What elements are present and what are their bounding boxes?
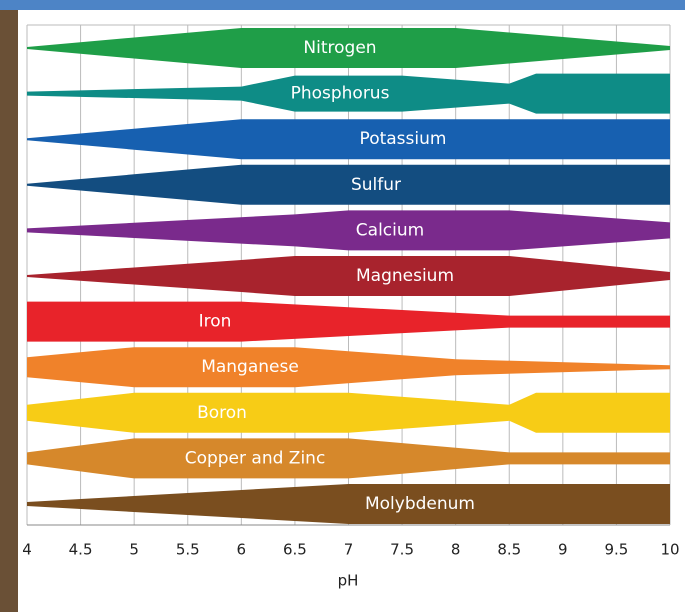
nutrient-band: [27, 210, 670, 251]
x-tick-label: 8.5: [497, 541, 521, 559]
x-tick-label: 7.5: [390, 541, 414, 559]
nutrient-band: [27, 301, 670, 342]
band-label: Manganese: [201, 357, 299, 377]
x-axis-label: pH: [338, 572, 359, 590]
band-label: Potassium: [360, 129, 447, 149]
nutrient-band: [27, 73, 670, 114]
nutrient-band: [27, 438, 670, 479]
sky-strip: [0, 0, 685, 10]
nutrient-band: [27, 28, 670, 68]
band-label: Nitrogen: [303, 38, 376, 58]
nutrient-band: [27, 256, 670, 296]
x-tick-label: 5.5: [176, 541, 200, 559]
band-label: Phosphorus: [291, 84, 390, 104]
x-tick-label: 6.5: [283, 541, 307, 559]
band-label: Magnesium: [356, 266, 454, 286]
x-tick-label: 9.5: [604, 541, 628, 559]
nutrient-band: [27, 484, 670, 524]
x-tick-label: 7: [344, 541, 354, 559]
nutrient-band: [27, 164, 670, 205]
nutrient-band: [27, 392, 670, 433]
nutrient-band: [27, 119, 670, 160]
band-label: Molybdenum: [365, 494, 475, 514]
x-tick-label: 4: [22, 541, 32, 559]
band-label: Sulfur: [351, 175, 401, 195]
x-tick-label: 10: [660, 541, 679, 559]
band-label: Iron: [199, 312, 232, 332]
x-tick-label: 4.5: [69, 541, 93, 559]
band-label: Copper and Zinc: [185, 448, 326, 468]
nutrient-band: [27, 347, 670, 388]
band-label: Boron: [197, 403, 247, 423]
band-label: Calcium: [356, 220, 424, 240]
x-tick-label: 8: [451, 541, 461, 559]
x-tick-label: 6: [237, 541, 247, 559]
x-tick-label: 9: [558, 541, 568, 559]
x-tick-label: 5: [129, 541, 139, 559]
